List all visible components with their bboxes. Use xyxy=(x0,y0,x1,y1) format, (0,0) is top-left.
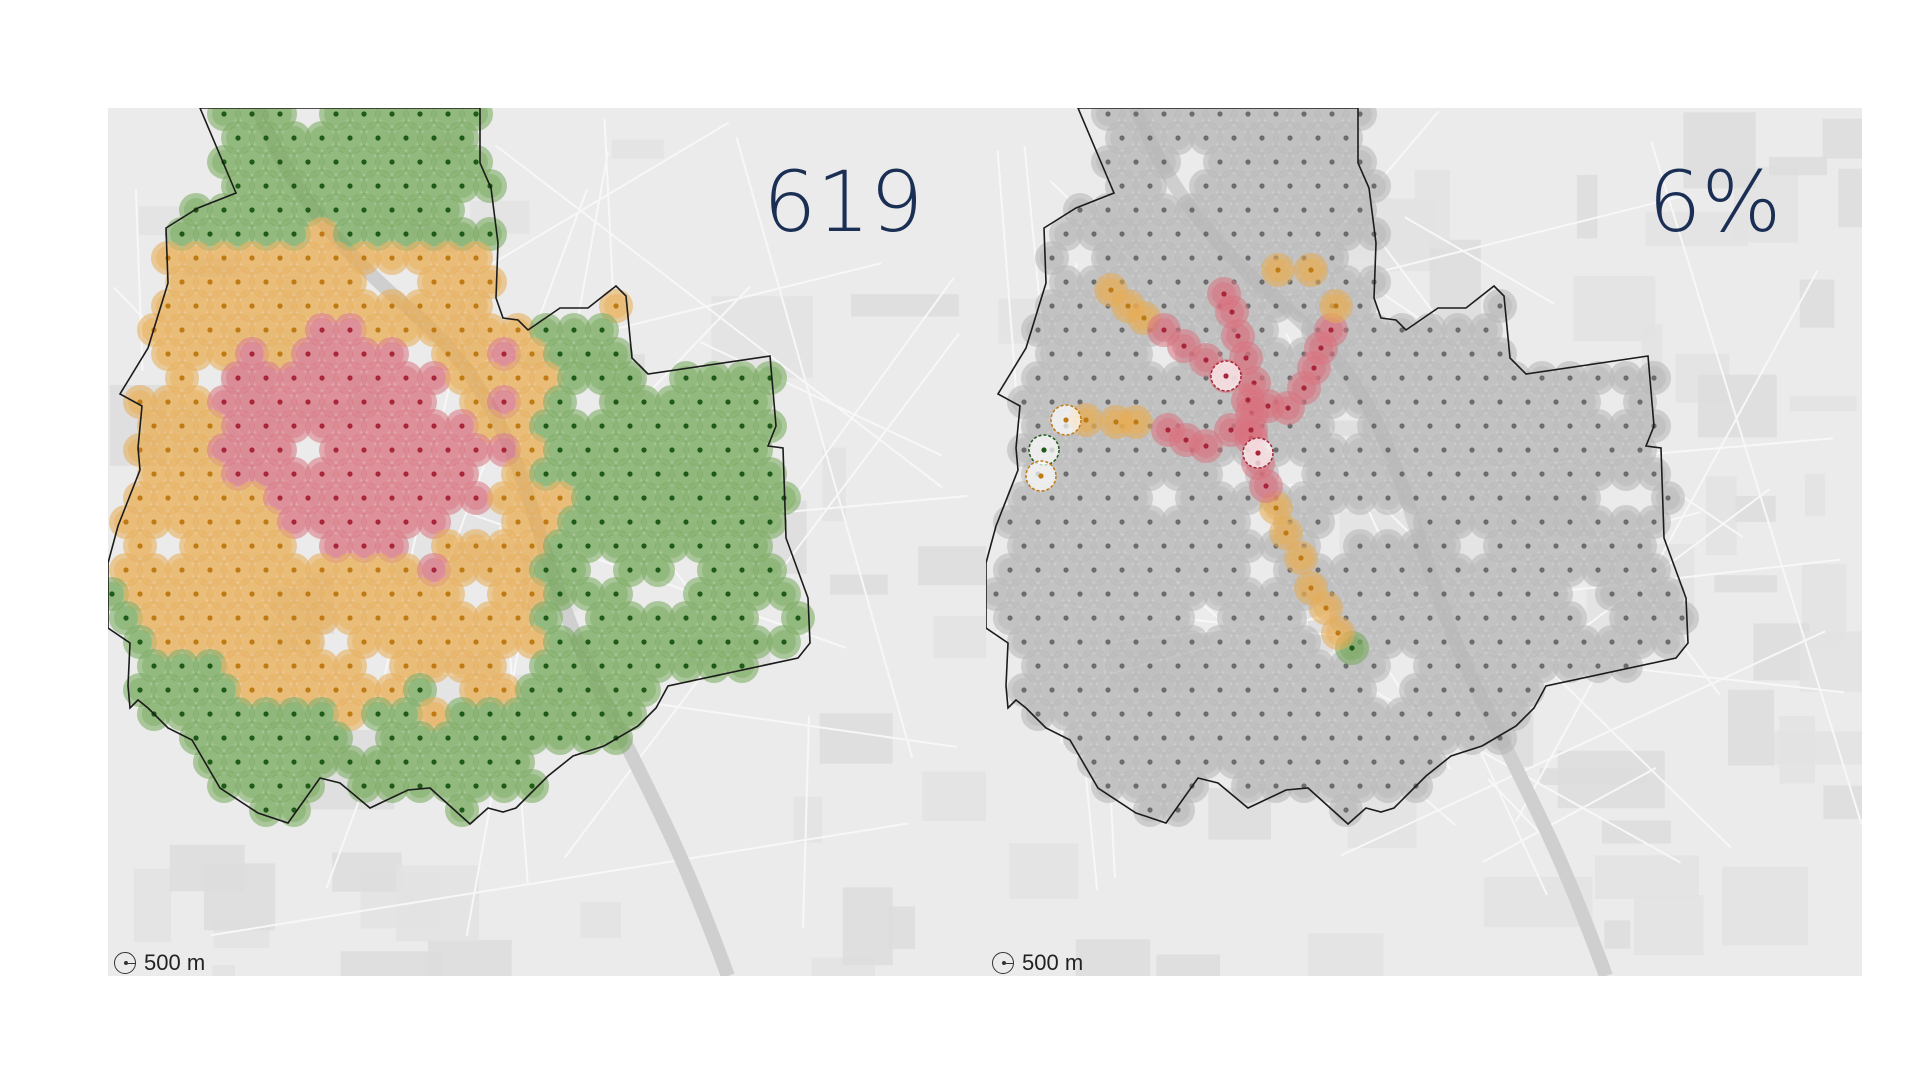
station-marker xyxy=(1231,769,1265,803)
station-marker xyxy=(347,769,381,803)
scale-label: 500 m xyxy=(1022,950,1084,975)
station-marker xyxy=(1343,481,1377,515)
scale-radius-icon xyxy=(114,952,136,974)
map-canvas-left xyxy=(108,108,986,976)
station-marker xyxy=(1357,217,1391,251)
station-marker xyxy=(1651,625,1685,659)
station-marker xyxy=(781,601,815,635)
station-marker xyxy=(1050,404,1082,436)
station-marker xyxy=(333,697,367,731)
station-marker xyxy=(403,769,437,803)
station-marker xyxy=(459,481,493,515)
station-marker xyxy=(599,721,633,755)
station-marker xyxy=(1609,457,1643,491)
station-marker xyxy=(571,529,605,563)
station-marker xyxy=(417,505,451,539)
station-marker xyxy=(1315,769,1349,803)
map-panel-left: 619 500 m xyxy=(108,108,986,976)
scale-bar: 500 m xyxy=(992,950,1083,976)
station-marker xyxy=(1399,625,1433,659)
station-marker xyxy=(725,649,759,683)
station-marker xyxy=(207,769,241,803)
scale-bar: 500 m xyxy=(114,950,205,976)
station-marker xyxy=(1025,460,1057,492)
station-marker xyxy=(1553,649,1587,683)
map-canvas-right xyxy=(986,108,1862,976)
city-boundary xyxy=(986,108,1689,826)
station-marker xyxy=(1294,253,1328,287)
station-marker xyxy=(1261,253,1295,287)
station-marker xyxy=(1210,360,1242,392)
station-marker xyxy=(487,769,521,803)
scale-radius-icon xyxy=(992,952,1014,974)
station-marker xyxy=(375,769,409,803)
station-marker xyxy=(1483,721,1517,755)
station-marker xyxy=(1581,649,1615,683)
station-marker xyxy=(1284,541,1318,575)
station-marker xyxy=(375,241,409,275)
city-boundary xyxy=(108,108,811,826)
station-marker xyxy=(1315,481,1349,515)
metro-line-layer xyxy=(1025,253,1369,665)
station-marker xyxy=(1091,769,1125,803)
station-marker xyxy=(375,625,409,659)
station-marker xyxy=(1371,769,1405,803)
station-marker xyxy=(1028,434,1060,466)
station-marker xyxy=(1319,289,1353,323)
map-panel-right: 6% 500 m xyxy=(986,108,1862,976)
station-marker xyxy=(1371,481,1405,515)
station-marker xyxy=(1242,437,1274,469)
station-marker xyxy=(1091,108,1125,131)
station-marker xyxy=(1119,405,1153,439)
station-marker xyxy=(1207,277,1241,311)
station-marker xyxy=(1455,721,1489,755)
station-marker xyxy=(1294,571,1328,605)
station-marker xyxy=(669,649,703,683)
station-marker xyxy=(515,769,549,803)
coverage-percent-stat: 6% xyxy=(1648,153,1782,251)
station-marker xyxy=(1609,649,1643,683)
station-marker xyxy=(1189,429,1223,463)
station-marker xyxy=(445,169,479,203)
station-marker xyxy=(543,721,577,755)
station-marker xyxy=(1287,769,1321,803)
station-count-stat: 619 xyxy=(763,153,924,251)
station-layer xyxy=(108,108,815,827)
station-marker xyxy=(1021,697,1055,731)
station-marker xyxy=(445,793,479,827)
station-marker xyxy=(459,769,493,803)
station-marker xyxy=(571,721,605,755)
scale-label: 500 m xyxy=(144,950,206,975)
station-marker xyxy=(767,625,801,659)
station-marker xyxy=(641,553,675,587)
